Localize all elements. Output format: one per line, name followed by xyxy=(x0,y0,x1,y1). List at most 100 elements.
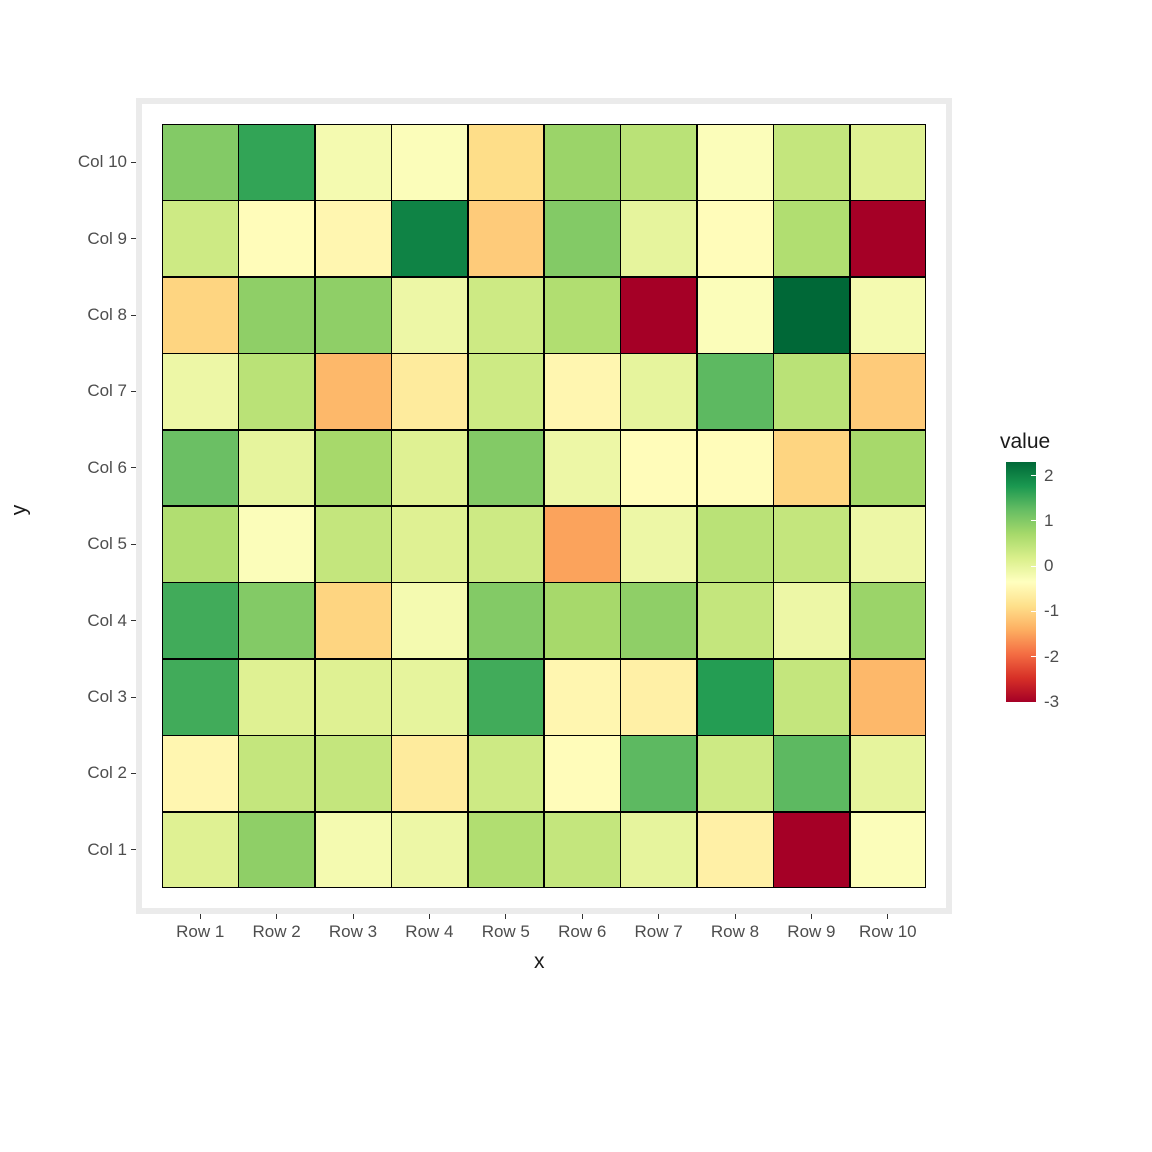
heatmap-cell xyxy=(697,506,774,583)
heatmap-cell xyxy=(468,430,545,507)
legend-title: value xyxy=(1000,430,1050,454)
heatmap-cell xyxy=(773,124,850,201)
heatmap-cell xyxy=(162,735,239,812)
legend-tick xyxy=(1031,702,1036,703)
legend-tick-label: -1 xyxy=(1044,601,1059,621)
heatmap-cell xyxy=(315,659,392,736)
heatmap-cell xyxy=(850,582,927,659)
heatmap-cell xyxy=(850,353,927,430)
y-tick xyxy=(131,467,136,468)
y-tick-label: Col 7 xyxy=(52,381,127,401)
y-tick-label: Col 4 xyxy=(52,611,127,631)
heatmap-cell xyxy=(315,812,392,889)
heatmap-cell xyxy=(544,200,621,277)
heatmap-cell xyxy=(315,353,392,430)
heatmap-cell xyxy=(238,735,315,812)
x-tick-label: Row 7 xyxy=(619,922,699,942)
heatmap-cell xyxy=(391,124,468,201)
heatmap-cell xyxy=(238,200,315,277)
heatmap-cell xyxy=(238,353,315,430)
heatmap-cell xyxy=(697,353,774,430)
legend-tick xyxy=(1031,475,1036,476)
y-axis-title: y xyxy=(7,505,31,516)
heatmap-cell xyxy=(544,582,621,659)
heatmap-cell xyxy=(697,200,774,277)
heatmap-cell xyxy=(544,735,621,812)
heatmap-cell xyxy=(697,812,774,889)
heatmap-cell xyxy=(468,124,545,201)
heatmap-cell xyxy=(544,812,621,889)
heatmap-cell xyxy=(162,124,239,201)
y-tick xyxy=(131,391,136,392)
heatmap-cell xyxy=(544,430,621,507)
heatmap-cell xyxy=(697,124,774,201)
legend-tick xyxy=(1031,520,1036,521)
legend-tick-label: -2 xyxy=(1044,647,1059,667)
legend-tick xyxy=(1031,566,1036,567)
heatmap-cell xyxy=(620,735,697,812)
x-tick xyxy=(200,914,201,919)
heatmap-cell xyxy=(162,430,239,507)
y-tick-label: Col 2 xyxy=(52,763,127,783)
heatmap-cell xyxy=(544,124,621,201)
heatmap-cell xyxy=(391,277,468,354)
heatmap-cell xyxy=(315,735,392,812)
heatmap-cell xyxy=(468,506,545,583)
heatmap-cell xyxy=(468,200,545,277)
heatmap-cell xyxy=(773,812,850,889)
heatmap-cell xyxy=(391,430,468,507)
y-tick-label: Col 6 xyxy=(52,458,127,478)
heatmap-cell xyxy=(162,812,239,889)
y-tick xyxy=(131,697,136,698)
x-tick xyxy=(505,914,506,919)
y-tick xyxy=(131,238,136,239)
heatmap-cell xyxy=(468,659,545,736)
heatmap-cell xyxy=(697,430,774,507)
heatmap-cell xyxy=(773,735,850,812)
heatmap-cell xyxy=(468,812,545,889)
legend-tick-label: -3 xyxy=(1044,692,1059,712)
heatmap-cell xyxy=(850,812,927,889)
heatmap-cell xyxy=(391,812,468,889)
heatmap-cell xyxy=(315,277,392,354)
heatmap-cell xyxy=(620,277,697,354)
x-tick xyxy=(353,914,354,919)
heatmap-cell xyxy=(773,506,850,583)
heatmap-cell xyxy=(162,506,239,583)
heatmap-cell xyxy=(544,659,621,736)
heatmap-cell xyxy=(315,582,392,659)
heatmap-cell xyxy=(850,124,927,201)
heatmap-cell xyxy=(315,506,392,583)
legend-tick xyxy=(1031,656,1036,657)
heatmap-cell xyxy=(315,430,392,507)
heatmap-cell xyxy=(620,430,697,507)
heatmap-cell xyxy=(315,124,392,201)
heatmap-cell xyxy=(697,659,774,736)
heatmap-cell xyxy=(238,506,315,583)
y-tick-label: Col 5 xyxy=(52,534,127,554)
x-tick xyxy=(811,914,812,919)
heatmap-cell xyxy=(620,353,697,430)
y-tick xyxy=(131,315,136,316)
heatmap-cell xyxy=(162,582,239,659)
heatmap-cell xyxy=(620,659,697,736)
legend-tick-label: 0 xyxy=(1044,556,1053,576)
heatmap-cell xyxy=(544,277,621,354)
y-tick-label: Col 9 xyxy=(52,229,127,249)
heatmap-cell xyxy=(391,200,468,277)
heatmap-cell xyxy=(315,200,392,277)
x-tick-label: Row 6 xyxy=(542,922,622,942)
x-tick xyxy=(887,914,888,919)
heatmap-cell xyxy=(162,200,239,277)
legend-tick-label: 1 xyxy=(1044,511,1053,531)
y-tick-label: Col 8 xyxy=(52,305,127,325)
x-tick xyxy=(735,914,736,919)
heatmap-cell xyxy=(391,582,468,659)
heatmap-cell xyxy=(773,353,850,430)
heatmap-cell xyxy=(850,659,927,736)
heatmap-cell xyxy=(162,659,239,736)
legend-colorbar xyxy=(1006,462,1036,702)
heatmap-cell xyxy=(620,124,697,201)
y-tick xyxy=(131,773,136,774)
heatmap-cell xyxy=(773,430,850,507)
